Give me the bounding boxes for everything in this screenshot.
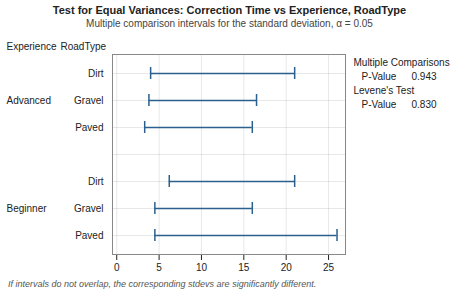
svg-text:P-Value: P-Value <box>362 71 397 82</box>
svg-text:20: 20 <box>281 262 293 273</box>
svg-text:Paved: Paved <box>75 122 103 133</box>
svg-text:Paved: Paved <box>75 230 103 241</box>
svg-text:Levene's Test: Levene's Test <box>354 85 415 96</box>
svg-text:Experience: Experience <box>7 41 57 52</box>
svg-text:0: 0 <box>114 262 120 273</box>
svg-text:0.943: 0.943 <box>412 71 437 82</box>
svg-text:Dirt: Dirt <box>88 176 104 187</box>
svg-text:RoadType: RoadType <box>61 41 107 52</box>
html-text:Multiple comparison intervals: Multiple comparison intervals for the st… <box>86 18 373 29</box>
svg-text:Gravel: Gravel <box>74 203 103 214</box>
html-text:Test for Equal Variances: Corr: Test for Equal Variances: Correction Tim… <box>52 4 407 16</box>
svg-text:25: 25 <box>323 262 335 273</box>
svg-text:10: 10 <box>196 262 208 273</box>
svg-text:Gravel: Gravel <box>74 95 103 106</box>
svg-text:P-Value: P-Value <box>362 99 397 110</box>
svg-text:15: 15 <box>238 262 250 273</box>
html-text:If intervals do not overlap, t: If intervals do not overlap, the corresp… <box>8 279 317 289</box>
svg-text:5: 5 <box>156 262 162 273</box>
svg-text:0.830: 0.830 <box>412 99 437 110</box>
svg-text:Multiple Comparisons: Multiple Comparisons <box>354 57 450 68</box>
svg-text:Dirt: Dirt <box>88 68 104 79</box>
svg-text:Advanced: Advanced <box>7 95 51 106</box>
svg-text:Beginner: Beginner <box>7 203 48 214</box>
